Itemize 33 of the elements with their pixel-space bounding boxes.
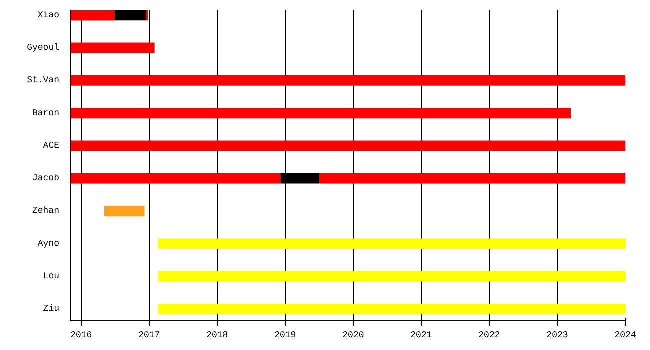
x-tick-label: 2019: [274, 330, 296, 340]
x-tick-label: 2024: [614, 330, 636, 340]
x-tick-label: 2016: [70, 330, 92, 340]
bar: [70, 108, 572, 119]
bar: [158, 238, 626, 250]
y-tick-label: Xiao: [38, 10, 60, 20]
bar: [70, 140, 626, 152]
bar: [104, 206, 145, 216]
y-tick-label: Jacob: [32, 174, 60, 184]
bar: [280, 173, 320, 184]
x-tick-label: 2023: [546, 330, 568, 340]
bar: [158, 304, 626, 314]
bar: [70, 75, 626, 86]
bar: [158, 271, 626, 282]
y-tick-label: Ayno: [38, 238, 60, 249]
bar: [70, 173, 281, 184]
x-tick-label: 2021: [410, 330, 432, 340]
y-tick-label: Gyeoul: [27, 43, 60, 54]
bar: [319, 173, 626, 184]
x-tick-label: 2022: [478, 330, 500, 340]
y-tick-label: Lou: [43, 271, 60, 282]
bar: [70, 42, 155, 54]
x-tick-label: 2017: [138, 330, 160, 340]
bar: [114, 10, 146, 21]
y-tick-label: Zehan: [32, 206, 60, 216]
bar: [70, 10, 115, 21]
y-tick-label: Ziu: [43, 304, 60, 314]
bar: [146, 10, 148, 21]
y-tick-label: ACE: [43, 140, 60, 151]
y-tick-label: Baron: [32, 108, 60, 118]
x-tick-label: 2020: [342, 330, 364, 340]
x-tick-label: 2018: [206, 330, 228, 340]
y-tick-label: St.Van: [27, 76, 60, 86]
